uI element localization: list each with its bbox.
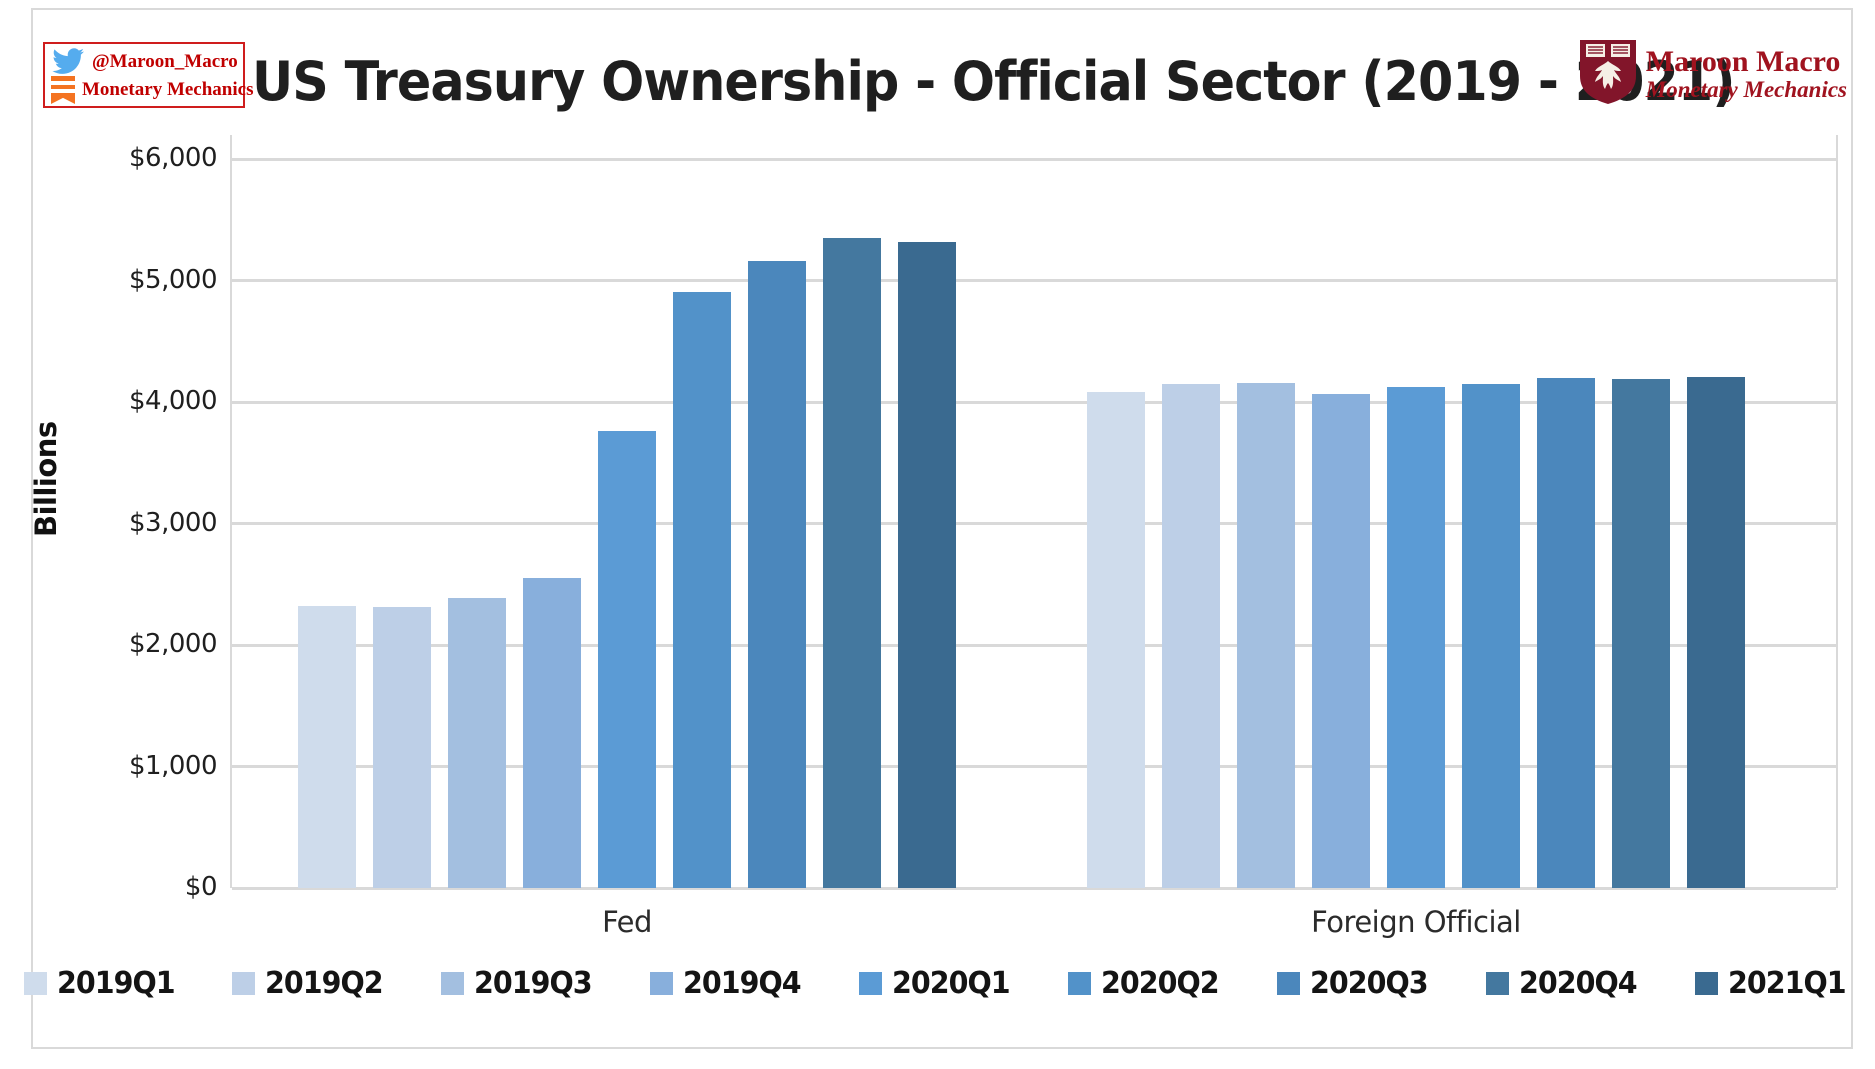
gridline-0	[232, 886, 1836, 890]
bar-foreign-official-2019Q3	[1237, 383, 1295, 888]
bar-foreign-official-2019Q4	[1312, 393, 1370, 888]
legend-swatch-2020Q4	[1485, 972, 1509, 995]
legend-label: 2021Q1	[1727, 966, 1847, 1001]
category-label-foreign-official: Foreign Official	[1311, 905, 1521, 939]
bar-foreign-official-2019Q1	[1087, 392, 1145, 888]
gridline-4000	[232, 400, 1836, 404]
bar-foreign-official-2020Q4	[1612, 378, 1670, 888]
legend: 2019Q1 2019Q2 2019Q3 2019Q4 2020Q1 2020Q2 2020…	[0, 966, 1875, 1001]
legend-swatch-2020Q3	[1276, 972, 1300, 995]
bookmark-icon	[51, 76, 75, 104]
bar-fed-2020Q3	[748, 261, 806, 888]
legend-swatch-2019Q4	[650, 972, 674, 995]
chart-title: US Treasury Ownership - Official Sector …	[252, 50, 1735, 113]
legend-item-2020Q3: 2020Q3	[1276, 966, 1434, 1001]
gridline-3000	[232, 522, 1836, 525]
logo-name: Maroon Macro	[1645, 45, 1841, 79]
legend-swatch-2021Q1	[1694, 972, 1718, 995]
y-axis-title: Billions	[29, 421, 63, 537]
gridline-1000	[232, 765, 1836, 768]
legend-label: 2020Q3	[1309, 966, 1429, 1001]
gridline-6000	[232, 157, 1836, 161]
bar-foreign-official-2019Q2	[1162, 384, 1220, 888]
legend-label: 2019Q2	[265, 966, 384, 1001]
bar-foreign-official-2020Q2	[1462, 384, 1520, 888]
outer-frame	[31, 8, 1853, 1049]
legend-label: 2020Q4	[1518, 966, 1638, 1001]
bar-fed-2019Q3	[448, 598, 506, 888]
y-tick-label: $3,000	[129, 507, 217, 538]
bar-fed-2019Q2	[373, 607, 431, 888]
bar-foreign-official-2021Q1	[1687, 377, 1745, 888]
legend-item-2019Q4: 2019Q4	[650, 966, 807, 1001]
bar-fed-2019Q4	[523, 578, 581, 888]
legend-swatch-2020Q1	[859, 972, 883, 995]
bar-fed-2020Q2	[673, 292, 731, 888]
logo-subtitle: Monetary Mechanics	[1645, 76, 1847, 102]
legend-label: 2020Q2	[1100, 966, 1220, 1001]
y-tick-label: $4,000	[129, 386, 217, 416]
maroon-macro-logo: Maroon Macro Monetary Mechanics	[1578, 38, 1847, 110]
bar-foreign-official-2020Q1	[1387, 386, 1445, 888]
legend-label: 2019Q3	[474, 966, 593, 1001]
y-tick-label: $2,000	[129, 629, 217, 659]
plot-area: $0 $1,000 $2,000 $3,000 $4,000 $5,000 $6,000 Fe…	[129, 135, 1838, 939]
legend-swatch-2019Q1	[23, 972, 47, 995]
legend-item-2020Q1: 2020Q1	[859, 966, 1016, 1001]
y-tick-label: $6,000	[129, 143, 217, 173]
y-tick-label: $1,000	[129, 750, 217, 781]
legend-swatch-2020Q2	[1067, 972, 1091, 995]
gridline-2000	[232, 643, 1836, 647]
y-tick-label: $0	[184, 872, 218, 902]
legend-item-2021Q1: 2021Q1	[1694, 966, 1852, 1001]
newsletter-name: Monetary Mechanics	[82, 79, 254, 100]
legend-label: 2019Q4	[683, 966, 802, 1001]
legend-label: 2019Q1	[56, 966, 176, 1001]
twitter-bird-icon	[51, 48, 85, 76]
y-tick-label: $5,000	[129, 264, 217, 295]
legend-label: 2020Q1	[892, 966, 1011, 1001]
bar-fed-2020Q1	[598, 431, 656, 888]
gridline-5000	[232, 279, 1836, 282]
legend-item-2020Q4: 2020Q4	[1485, 966, 1643, 1001]
bar-fed-2020Q4	[823, 237, 881, 888]
legend-swatch-2019Q2	[232, 972, 256, 995]
legend-swatch-2019Q3	[441, 972, 465, 995]
legend-item-2020Q2: 2020Q2	[1067, 966, 1225, 1001]
bar-fed-2019Q1	[298, 605, 356, 888]
twitter-handle: @Maroon_Macro	[92, 51, 238, 72]
crest-icon	[1578, 38, 1638, 110]
twitter-badge: @Maroon_Macro Monetary Mechanics	[43, 42, 253, 108]
legend-item-2019Q2: 2019Q2	[232, 966, 389, 1001]
bar-foreign-official-2020Q3	[1537, 377, 1595, 888]
category-label-fed: Fed	[602, 905, 652, 939]
legend-item-2019Q3: 2019Q3	[441, 966, 598, 1001]
legend-item-2019Q1: 2019Q1	[23, 966, 181, 1001]
bar-fed-2021Q1	[898, 242, 956, 888]
